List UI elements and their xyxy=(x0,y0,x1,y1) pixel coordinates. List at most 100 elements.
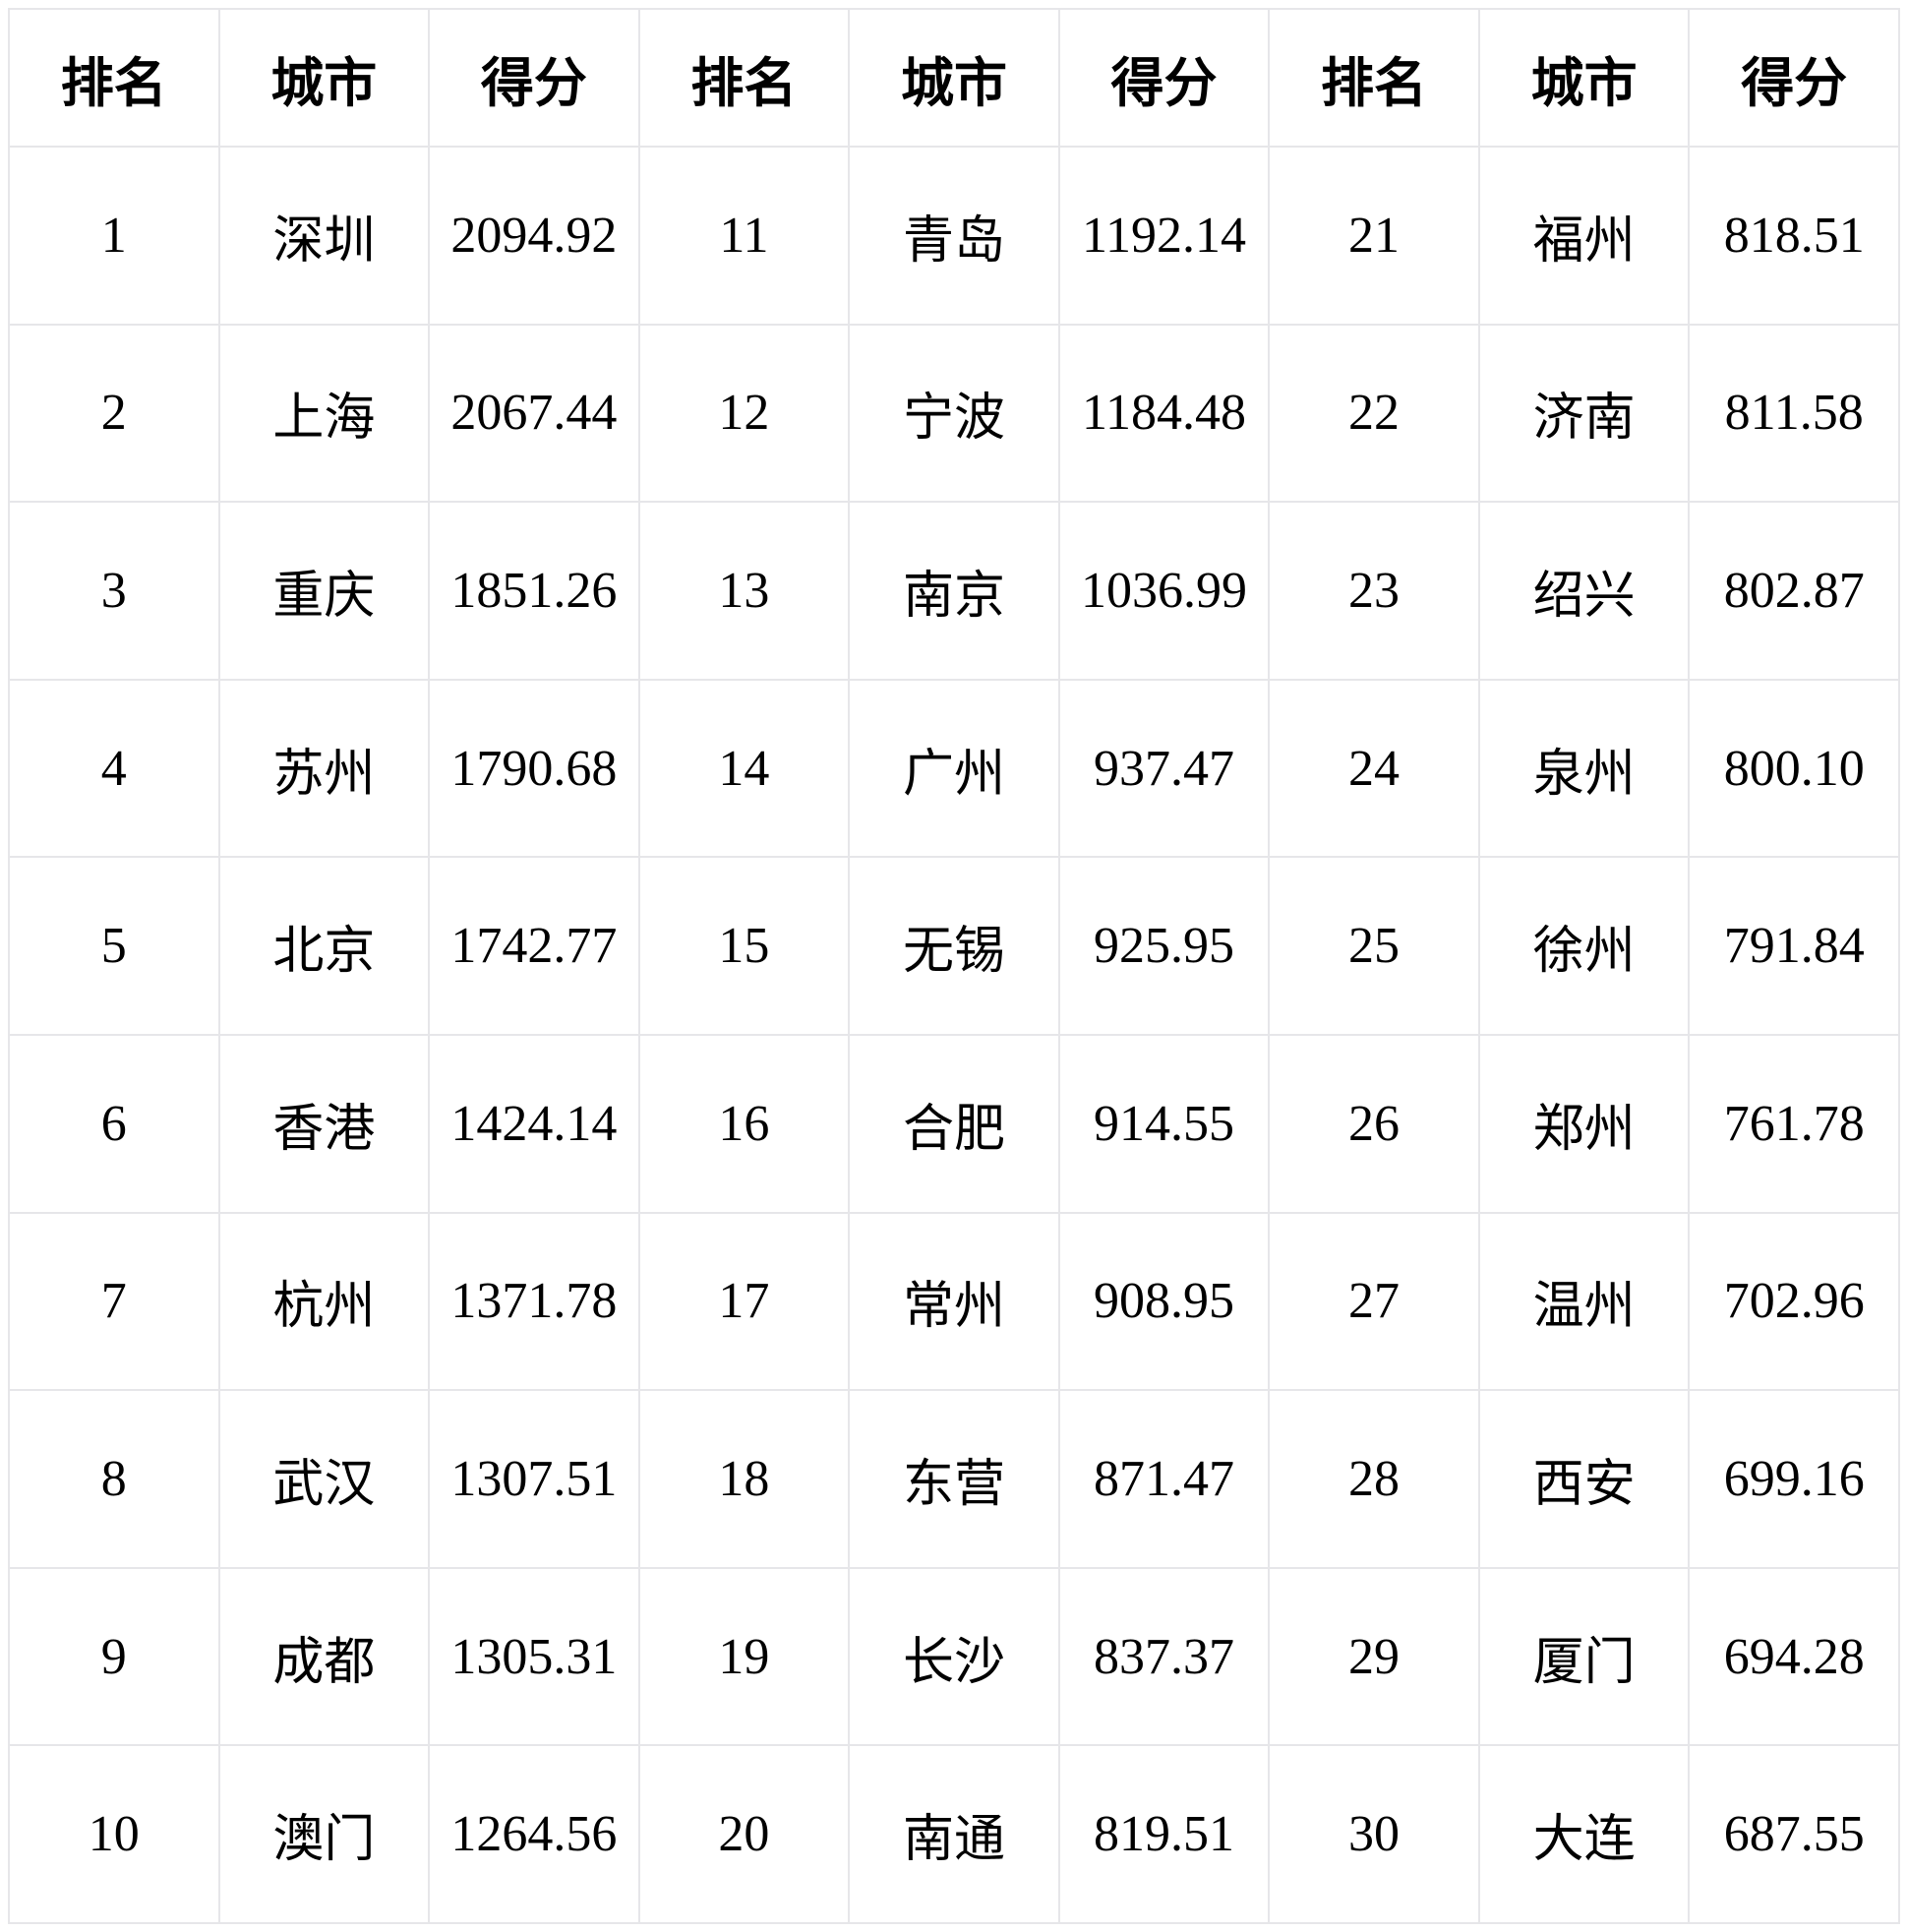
score-cell: 908.95 xyxy=(1057,1211,1271,1392)
column-header: 得分 xyxy=(428,8,640,148)
rank-cell: 11 xyxy=(637,146,851,326)
score-cell: 914.55 xyxy=(1057,1033,1271,1214)
rank-cell: 23 xyxy=(1268,501,1480,681)
table-row: 4 苏州 1790.68 14 广州 937.47 24 泉州 800.10 xyxy=(8,678,1900,859)
column-header: 排名 xyxy=(637,8,851,148)
city-cell: 南京 xyxy=(848,501,1060,681)
column-header: 排名 xyxy=(1268,8,1480,148)
city-cell: 重庆 xyxy=(217,501,431,681)
city-cell: 东营 xyxy=(848,1389,1060,1569)
score-cell: 818.51 xyxy=(1688,146,1900,326)
score-cell: 687.55 xyxy=(1688,1744,1900,1924)
rank-cell: 13 xyxy=(637,501,851,681)
score-cell: 1264.56 xyxy=(428,1744,640,1924)
rank-cell: 19 xyxy=(637,1566,851,1747)
score-cell: 2094.92 xyxy=(428,146,640,326)
city-cell: 广州 xyxy=(848,678,1060,859)
city-cell: 苏州 xyxy=(217,678,431,859)
column-header: 城市 xyxy=(217,8,431,148)
score-cell: 1790.68 xyxy=(428,678,640,859)
score-cell: 811.58 xyxy=(1688,323,1900,504)
city-cell: 武汉 xyxy=(217,1389,431,1569)
city-cell: 厦门 xyxy=(1477,1566,1691,1747)
city-cell: 南通 xyxy=(848,1744,1060,1924)
rank-cell: 8 xyxy=(8,1389,220,1569)
city-cell: 温州 xyxy=(1477,1211,1691,1392)
table-row: 7 杭州 1371.78 17 常州 908.95 27 温州 702.96 xyxy=(8,1211,1900,1392)
rank-cell: 4 xyxy=(8,678,220,859)
table-row: 6 香港 1424.14 16 合肥 914.55 26 郑州 761.78 xyxy=(8,1033,1900,1214)
score-cell: 761.78 xyxy=(1688,1033,1900,1214)
table-row: 3 重庆 1851.26 13 南京 1036.99 23 绍兴 802.87 xyxy=(8,501,1900,681)
rank-cell: 21 xyxy=(1268,146,1480,326)
score-cell: 1305.31 xyxy=(428,1566,640,1747)
city-cell: 青岛 xyxy=(848,146,1060,326)
rank-cell: 1 xyxy=(8,146,220,326)
rank-cell: 29 xyxy=(1268,1566,1480,1747)
score-cell: 1742.77 xyxy=(428,856,640,1036)
column-header: 城市 xyxy=(1477,8,1691,148)
score-cell: 694.28 xyxy=(1688,1566,1900,1747)
city-ranking-table: 排名 城市 得分 排名 城市 得分 排名 城市 得分 1 深圳 2094.92 11 青岛 1192.14… xyxy=(8,8,1900,1924)
score-cell: 800.10 xyxy=(1688,678,1900,859)
rank-cell: 9 xyxy=(8,1566,220,1747)
score-cell: 2067.44 xyxy=(428,323,640,504)
score-cell: 791.84 xyxy=(1688,856,1900,1036)
score-cell: 1424.14 xyxy=(428,1033,640,1214)
city-cell: 绍兴 xyxy=(1477,501,1691,681)
table-row: 9 成都 1305.31 19 长沙 837.37 29 厦门 694.28 xyxy=(8,1566,1900,1747)
column-header: 排名 xyxy=(8,8,220,148)
column-header: 得分 xyxy=(1688,8,1900,148)
table-body: 1 深圳 2094.92 11 青岛 1192.14 21 福州 818.51 2 上海 2067.4… xyxy=(8,146,1900,1924)
table-row: 1 深圳 2094.92 11 青岛 1192.14 21 福州 818.51 xyxy=(8,146,1900,326)
city-cell: 成都 xyxy=(217,1566,431,1747)
score-cell: 1036.99 xyxy=(1057,501,1271,681)
rank-cell: 20 xyxy=(637,1744,851,1924)
city-cell: 济南 xyxy=(1477,323,1691,504)
table-row: 5 北京 1742.77 15 无锡 925.95 25 徐州 791.84 xyxy=(8,856,1900,1036)
rank-cell: 25 xyxy=(1268,856,1480,1036)
rank-cell: 30 xyxy=(1268,1744,1480,1924)
city-cell: 深圳 xyxy=(217,146,431,326)
rank-cell: 5 xyxy=(8,856,220,1036)
rank-cell: 24 xyxy=(1268,678,1480,859)
score-cell: 1851.26 xyxy=(428,501,640,681)
rank-cell: 22 xyxy=(1268,323,1480,504)
rank-cell: 3 xyxy=(8,501,220,681)
table-header: 排名 城市 得分 排名 城市 得分 排名 城市 得分 xyxy=(8,8,1900,148)
city-ranking-table-wrap: 排名 城市 得分 排名 城市 得分 排名 城市 得分 1 深圳 2094.92 11 青岛 1192.14… xyxy=(8,8,1900,1924)
city-cell: 宁波 xyxy=(848,323,1060,504)
city-cell: 北京 xyxy=(217,856,431,1036)
rank-cell: 27 xyxy=(1268,1211,1480,1392)
city-cell: 香港 xyxy=(217,1033,431,1214)
rank-cell: 26 xyxy=(1268,1033,1480,1214)
header-row: 排名 城市 得分 排名 城市 得分 排名 城市 得分 xyxy=(8,8,1900,148)
rank-cell: 10 xyxy=(8,1744,220,1924)
score-cell: 819.51 xyxy=(1057,1744,1271,1924)
rank-cell: 7 xyxy=(8,1211,220,1392)
score-cell: 871.47 xyxy=(1057,1389,1271,1569)
city-cell: 澳门 xyxy=(217,1744,431,1924)
table-row: 2 上海 2067.44 12 宁波 1184.48 22 济南 811.58 xyxy=(8,323,1900,504)
score-cell: 1371.78 xyxy=(428,1211,640,1392)
city-cell: 大连 xyxy=(1477,1744,1691,1924)
rank-cell: 2 xyxy=(8,323,220,504)
column-header: 得分 xyxy=(1057,8,1271,148)
city-cell: 福州 xyxy=(1477,146,1691,326)
city-cell: 无锡 xyxy=(848,856,1060,1036)
score-cell: 925.95 xyxy=(1057,856,1271,1036)
table-row: 8 武汉 1307.51 18 东营 871.47 28 西安 699.16 xyxy=(8,1389,1900,1569)
rank-cell: 12 xyxy=(637,323,851,504)
city-cell: 常州 xyxy=(848,1211,1060,1392)
rank-cell: 16 xyxy=(637,1033,851,1214)
rank-cell: 14 xyxy=(637,678,851,859)
city-cell: 杭州 xyxy=(217,1211,431,1392)
rank-cell: 15 xyxy=(637,856,851,1036)
score-cell: 837.37 xyxy=(1057,1566,1271,1747)
rank-cell: 6 xyxy=(8,1033,220,1214)
city-cell: 徐州 xyxy=(1477,856,1691,1036)
score-cell: 699.16 xyxy=(1688,1389,1900,1569)
city-cell: 西安 xyxy=(1477,1389,1691,1569)
table-row: 10 澳门 1264.56 20 南通 819.51 30 大连 687.55 xyxy=(8,1744,1900,1924)
score-cell: 802.87 xyxy=(1688,501,1900,681)
